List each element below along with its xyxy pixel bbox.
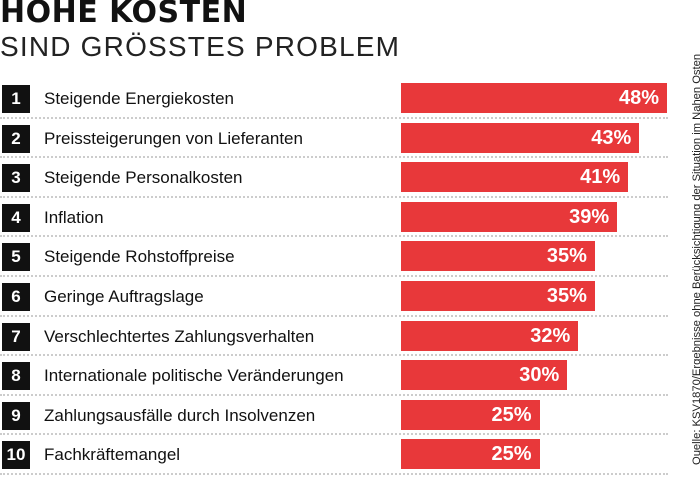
source-note: Quelle: KSV1870/Ergebnisse ohne Berücksi…	[691, 53, 700, 465]
value-label: 48%	[618, 87, 659, 109]
category-label: Fachkräftemangel	[44, 445, 181, 465]
bar	[401, 201, 618, 232]
rank-badge: 8	[2, 362, 30, 391]
category-label: Geringe Auftragslage	[44, 286, 204, 306]
category-label: Internationale politische Veränderungen	[44, 366, 344, 386]
bar	[401, 241, 595, 272]
bar-row: 10 Fachkräftemangel 25%	[0, 437, 668, 477]
value-label: 39%	[569, 205, 610, 228]
bar	[401, 399, 540, 430]
category-label: Verschlechtertes Zahlungsverhalten	[44, 326, 315, 346]
bar-chart: 1 Steigende Energiekosten 48% 2 Preissteiger…	[0, 81, 668, 477]
bar-row: 2 Preissteigerungen von Lieferanten 43%	[0, 121, 668, 161]
bar	[401, 122, 640, 153]
bar-row: 7 Verschlechtertes Zahlungsverhalten 32%	[0, 319, 668, 359]
value-label: 35%	[546, 284, 587, 307]
rank-badge: 5	[2, 243, 30, 272]
bar-row: 9 Zahlungsausfälle durch Insolvenzen 25%	[0, 398, 668, 438]
bar-row: 1 Steigende Energiekosten 48%	[0, 81, 668, 121]
rank-badge: 4	[2, 203, 30, 232]
bar	[401, 83, 667, 113]
bar-row: 6 Geringe Auftragslage 35%	[0, 279, 668, 319]
category-label: Zahlungsausfälle durch Insolvenzen	[44, 405, 316, 425]
category-label: Steigende Rohstoffpreise	[44, 247, 235, 267]
bar	[401, 439, 540, 470]
rank-badge: 3	[2, 164, 30, 193]
value-label: 25%	[491, 443, 532, 466]
bar	[401, 320, 579, 351]
rank-badge: 6	[2, 282, 30, 311]
value-label: 43%	[591, 126, 632, 149]
category-label: Steigende Personalkosten	[44, 168, 243, 188]
category-label: Preissteigerungen von Lieferanten	[44, 128, 303, 148]
value-label: 35%	[546, 245, 587, 268]
value-label: 30%	[519, 364, 560, 387]
value-label: 41%	[580, 166, 621, 189]
category-label: Inflation	[44, 207, 104, 227]
bar-row: 3 Steigende Personalkosten 41%	[0, 160, 668, 200]
value-label: 32%	[530, 324, 571, 347]
rank-badge: 1	[2, 85, 30, 113]
category-label: Steigende Energiekosten	[44, 89, 234, 108]
bar-row: 5 Steigende Rohstoffpreise 35%	[0, 239, 668, 279]
bar-row: 8 Internationale politische Veränderungen…	[0, 358, 668, 398]
bar	[401, 162, 629, 193]
value-label: 25%	[491, 403, 532, 426]
chart-title: HOHE KOSTEN	[0, 0, 248, 30]
rank-badge: 10	[2, 441, 30, 470]
rank-badge: 7	[2, 322, 30, 351]
bar-row: 4 Inflation 39%	[0, 200, 668, 240]
bar	[401, 280, 595, 311]
rank-badge: 2	[2, 124, 30, 153]
bar	[401, 360, 568, 391]
rank-badge: 9	[2, 401, 30, 430]
chart-subtitle: SIND GRÖSSTES PROBLEM	[0, 31, 401, 62]
